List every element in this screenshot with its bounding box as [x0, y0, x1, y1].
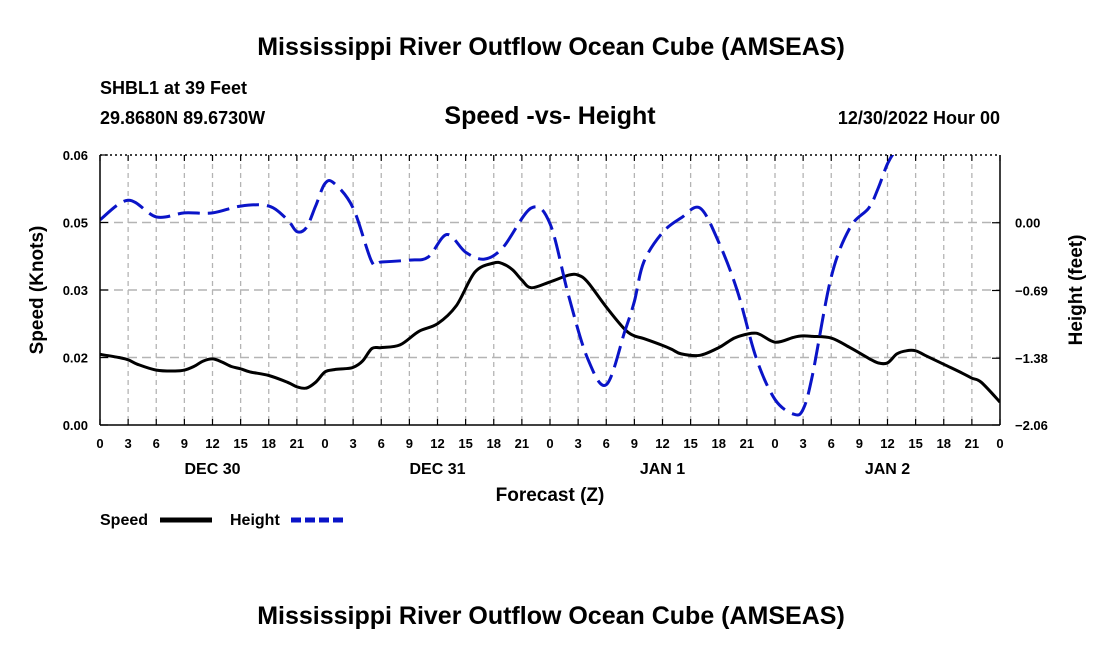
x-tick-label: 0 [771, 436, 778, 451]
x-day-label: DEC 31 [409, 461, 465, 478]
x-day-label: JAN 1 [640, 461, 685, 478]
x-tick-label: 15 [458, 436, 472, 451]
y-left-tick-label: 0.00 [63, 418, 88, 433]
x-tick-label: 9 [181, 436, 188, 451]
y-left-tick-label: 0.06 [63, 148, 88, 163]
x-tick-label: 9 [406, 436, 413, 451]
legend: Speed Height [100, 512, 343, 529]
x-tick-label: 9 [856, 436, 863, 451]
chart-subtitle: Speed -vs- Height [444, 102, 656, 130]
x-tick-label: 3 [350, 436, 357, 451]
x-tick-label: 6 [828, 436, 835, 451]
x-tick-label: 0 [996, 436, 1003, 451]
x-tick-label: 12 [880, 436, 894, 451]
y-axis-left-title: Speed (Knots) [27, 226, 48, 355]
x-tick-label: 18 [712, 436, 726, 451]
location-label: 29.8680N 89.6730W [100, 108, 265, 128]
x-tick-label: 0 [96, 436, 103, 451]
datetime-label: 12/30/2022 Hour 00 [838, 108, 1000, 128]
x-tick-label: 21 [740, 436, 754, 451]
x-tick-label: 6 [153, 436, 160, 451]
y-right-tick-label: −2.06 [1015, 418, 1048, 433]
data-series [100, 155, 1000, 417]
speed-series-line [100, 260, 1000, 404]
y-right-tick-label: 0.00 [1015, 216, 1040, 231]
legend-speed-label: Speed [100, 512, 148, 529]
height-series-line [100, 155, 895, 417]
x-tick-label: 18 [937, 436, 951, 451]
x-tick-label: 9 [631, 436, 638, 451]
x-tick-label: 3 [575, 436, 582, 451]
x-tick-label: 15 [908, 436, 922, 451]
x-tick-label: 12 [430, 436, 444, 451]
y-right-tick-label: −0.69 [1015, 283, 1048, 298]
x-day-label: JAN 2 [865, 461, 910, 478]
x-tick-label: 21 [515, 436, 529, 451]
y-axis-right-title: Height (feet) [1066, 235, 1087, 346]
x-tick-label: 12 [205, 436, 219, 451]
axis-ticks: 0 3 6 9 12 15 18 21 0 3 6 9 12 15 18 21 0 3 6 9 12 15 18 21 0 3 6 9… [63, 148, 1048, 478]
y-left-tick-label: 0.05 [63, 216, 88, 231]
x-tick-label: 0 [321, 436, 328, 451]
x-tick-label: 15 [683, 436, 697, 451]
chart-title: Mississippi River Outflow Ocean Cube (AM… [257, 33, 845, 61]
x-tick-label: 12 [655, 436, 669, 451]
x-tick-label: 3 [125, 436, 132, 451]
x-tick-label: 18 [262, 436, 276, 451]
x-tick-label: 21 [965, 436, 979, 451]
y-left-tick-label: 0.02 [63, 351, 88, 366]
y-right-tick-label: −1.38 [1015, 351, 1048, 366]
legend-height-label: Height [230, 512, 280, 529]
x-tick-label: 0 [546, 436, 553, 451]
x-tick-label: 15 [233, 436, 247, 451]
x-tick-label: 18 [487, 436, 501, 451]
x-tick-label: 6 [378, 436, 385, 451]
x-axis-title: Forecast (Z) [496, 485, 605, 506]
footer-title: Mississippi River Outflow Ocean Cube (AM… [257, 602, 845, 630]
station-label: SHBL1 at 39 Feet [100, 78, 247, 98]
x-tick-label: 6 [603, 436, 610, 451]
x-day-label: DEC 30 [184, 461, 240, 478]
y-left-tick-label: 0.03 [63, 283, 88, 298]
grid-lines [100, 155, 1000, 425]
x-tick-label: 3 [800, 436, 807, 451]
x-tick-label: 21 [290, 436, 304, 451]
